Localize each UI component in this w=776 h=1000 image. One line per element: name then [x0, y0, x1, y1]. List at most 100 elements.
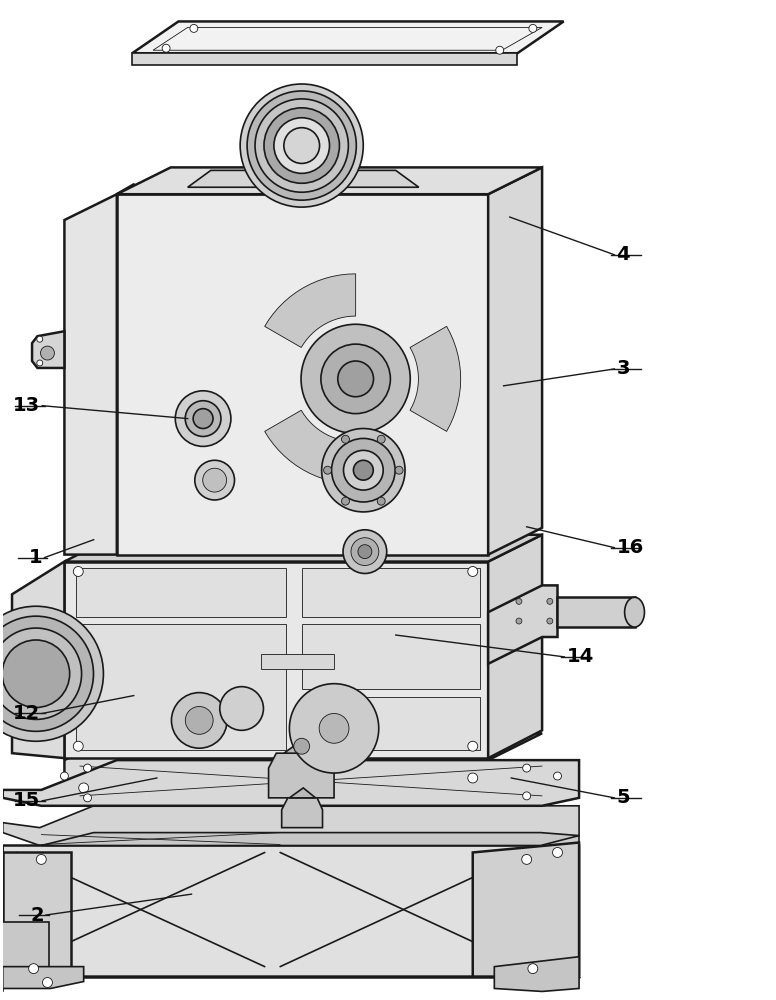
Polygon shape [282, 798, 323, 828]
Polygon shape [64, 535, 542, 562]
Polygon shape [3, 806, 579, 846]
Polygon shape [302, 568, 480, 617]
Polygon shape [12, 562, 64, 758]
Polygon shape [265, 410, 355, 484]
Polygon shape [76, 568, 286, 617]
Circle shape [521, 854, 532, 864]
Polygon shape [117, 194, 488, 555]
Polygon shape [188, 170, 419, 187]
Circle shape [78, 783, 88, 793]
Text: 12: 12 [13, 704, 40, 723]
Circle shape [84, 794, 92, 802]
Circle shape [171, 693, 227, 748]
Circle shape [162, 44, 170, 52]
Circle shape [220, 687, 264, 730]
Circle shape [36, 336, 43, 342]
Polygon shape [488, 585, 557, 664]
Circle shape [36, 854, 47, 864]
Circle shape [324, 466, 331, 474]
Circle shape [195, 460, 234, 500]
Polygon shape [117, 167, 542, 194]
Polygon shape [541, 836, 579, 975]
Circle shape [241, 265, 469, 493]
Text: 3: 3 [616, 359, 630, 378]
Circle shape [377, 497, 385, 505]
Circle shape [0, 606, 103, 741]
Polygon shape [132, 53, 518, 65]
Circle shape [73, 741, 83, 751]
Polygon shape [302, 624, 480, 689]
Text: 2: 2 [30, 906, 44, 925]
Circle shape [468, 567, 478, 576]
Text: 16: 16 [616, 538, 643, 557]
Circle shape [294, 738, 310, 754]
Polygon shape [284, 740, 320, 753]
Circle shape [341, 497, 349, 505]
Circle shape [468, 773, 478, 783]
Polygon shape [410, 326, 461, 431]
Circle shape [553, 847, 563, 857]
Circle shape [547, 598, 553, 604]
Circle shape [240, 84, 363, 207]
Circle shape [468, 741, 478, 751]
Polygon shape [64, 562, 488, 758]
Polygon shape [3, 852, 71, 975]
Circle shape [40, 346, 54, 360]
Polygon shape [41, 833, 579, 846]
Circle shape [353, 460, 373, 480]
Polygon shape [3, 967, 84, 988]
Text: 1: 1 [29, 548, 43, 567]
Polygon shape [265, 274, 355, 347]
Circle shape [247, 91, 356, 200]
Circle shape [84, 764, 92, 772]
Circle shape [255, 99, 348, 192]
Polygon shape [64, 733, 542, 790]
Circle shape [319, 713, 349, 743]
Polygon shape [494, 957, 579, 991]
Circle shape [203, 468, 227, 492]
Circle shape [344, 450, 383, 490]
Circle shape [547, 618, 553, 624]
Circle shape [73, 567, 83, 576]
Circle shape [36, 360, 43, 366]
Circle shape [516, 598, 522, 604]
Circle shape [175, 391, 231, 446]
Polygon shape [289, 788, 316, 798]
Text: 13: 13 [13, 396, 40, 415]
Text: 5: 5 [616, 788, 630, 807]
Circle shape [301, 324, 411, 433]
Circle shape [341, 435, 349, 443]
Circle shape [516, 618, 522, 624]
Circle shape [496, 46, 504, 54]
Circle shape [523, 764, 531, 772]
Polygon shape [473, 843, 579, 977]
Circle shape [343, 530, 386, 573]
Circle shape [395, 466, 403, 474]
Circle shape [523, 792, 531, 800]
Circle shape [321, 344, 390, 414]
Circle shape [190, 24, 198, 32]
Text: 14: 14 [566, 647, 594, 666]
Polygon shape [0, 917, 49, 991]
Circle shape [553, 772, 562, 780]
Circle shape [289, 684, 379, 773]
Circle shape [331, 438, 395, 502]
Circle shape [528, 964, 538, 974]
Circle shape [321, 429, 405, 512]
Circle shape [284, 128, 320, 163]
Polygon shape [557, 597, 635, 627]
Text: 15: 15 [13, 791, 40, 810]
Circle shape [358, 545, 372, 559]
Circle shape [377, 435, 385, 443]
Circle shape [185, 707, 213, 734]
Circle shape [43, 978, 53, 987]
Circle shape [2, 640, 70, 708]
Polygon shape [132, 21, 563, 53]
Polygon shape [261, 654, 334, 669]
Polygon shape [3, 760, 579, 806]
Polygon shape [3, 846, 579, 977]
Circle shape [61, 772, 68, 780]
Circle shape [193, 409, 213, 429]
Circle shape [264, 108, 339, 183]
Polygon shape [268, 753, 334, 798]
